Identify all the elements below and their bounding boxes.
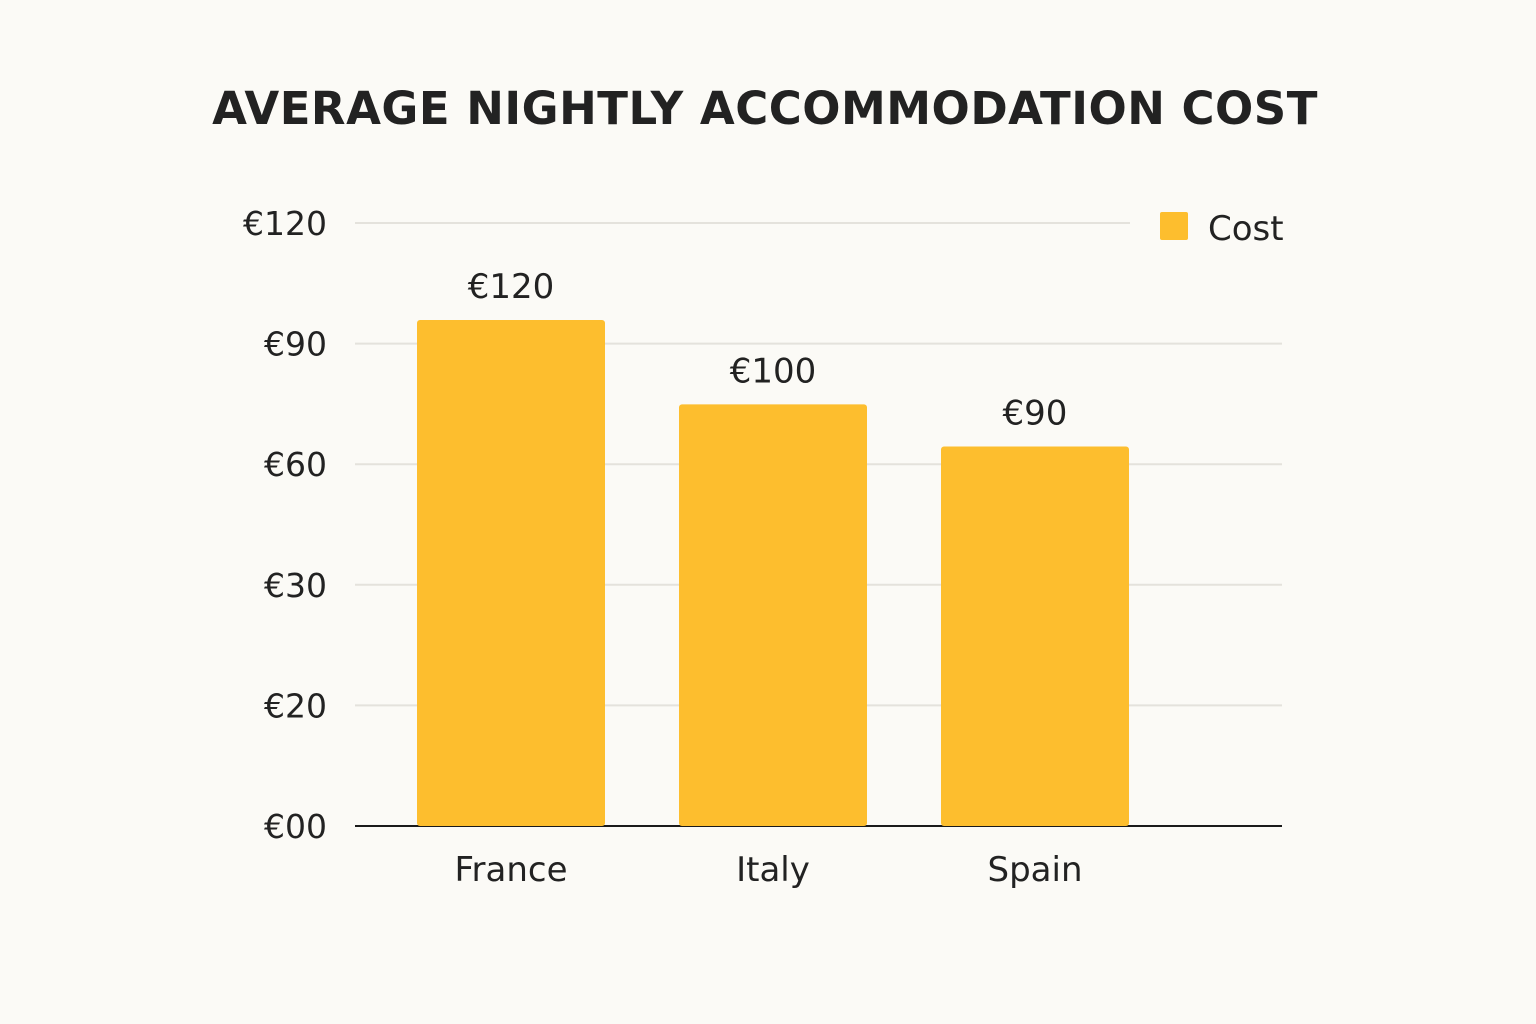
x-tick-label: Italy <box>736 850 810 890</box>
bar-spain <box>941 446 1129 826</box>
data-label: €120 <box>468 267 555 307</box>
y-tick-label: €00 <box>264 807 327 846</box>
x-tick-label: France <box>454 850 567 890</box>
y-tick-label: €90 <box>264 325 327 364</box>
y-tick-label: €20 <box>264 686 327 725</box>
y-tick-label: €60 <box>264 445 327 484</box>
data-label: €90 <box>1003 394 1068 434</box>
bar-italy <box>679 404 867 826</box>
bar-france <box>417 320 605 826</box>
chart-title: AVERAGE NIGHTLY ACCOMMODATION COST <box>212 82 1318 135</box>
legend-label: Cost <box>1208 209 1284 249</box>
y-tick-label: €30 <box>264 566 327 605</box>
x-tick-label: Spain <box>988 850 1083 890</box>
y-tick-label: €120 <box>243 204 327 243</box>
legend-swatch <box>1160 212 1188 240</box>
data-label: €100 <box>730 351 817 391</box>
